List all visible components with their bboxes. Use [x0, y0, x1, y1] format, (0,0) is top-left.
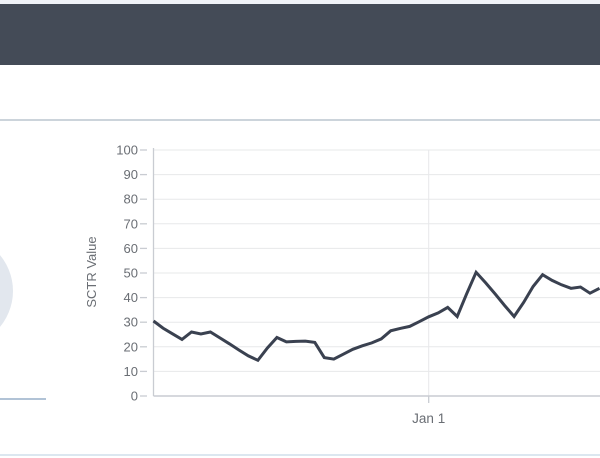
svg-text:70: 70	[124, 216, 138, 231]
y-tick-labels: 0 10 20 30 40 50 60 70 80 90 100	[116, 143, 138, 404]
app-header-bar	[0, 4, 600, 65]
svg-text:30: 30	[124, 315, 138, 330]
svg-text:0: 0	[131, 389, 138, 404]
y-gridlines	[153, 149, 600, 372]
svg-text:40: 40	[124, 290, 138, 305]
svg-text:50: 50	[124, 266, 138, 281]
gauge-baseline	[0, 398, 46, 400]
page-bottom-divider	[0, 454, 600, 456]
svg-text:20: 20	[124, 339, 138, 354]
y-axis-title: SCTR Value	[84, 236, 99, 307]
series-line[interactable]	[152, 269, 600, 363]
y-tick-marks	[140, 149, 147, 397]
content-top-divider	[0, 119, 600, 121]
svg-text:60: 60	[124, 241, 138, 256]
svg-text:90: 90	[124, 167, 138, 182]
svg-text:10: 10	[124, 364, 138, 379]
x-tick-label: Jan 1	[412, 411, 445, 426]
svg-text:100: 100	[116, 143, 138, 158]
top-strip	[0, 0, 600, 4]
svg-text:80: 80	[124, 192, 138, 207]
